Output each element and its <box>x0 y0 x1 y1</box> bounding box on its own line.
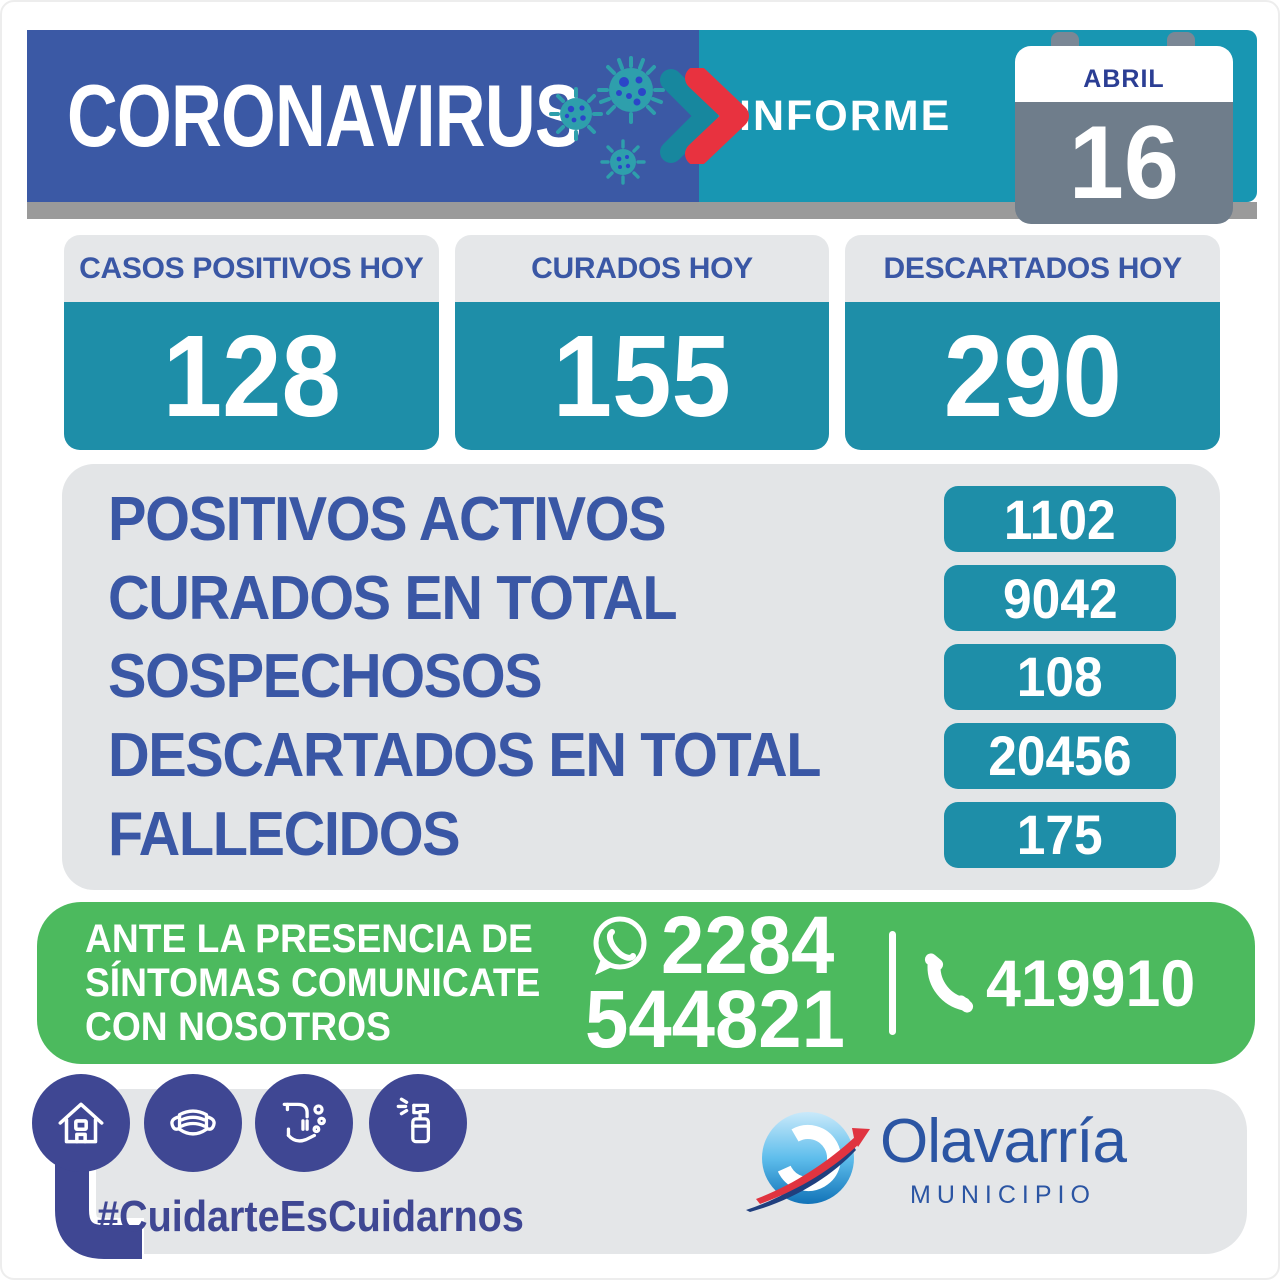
row-value-pill: 9042 <box>944 565 1176 632</box>
stay-home-badge <box>32 1074 130 1172</box>
card-curados-hoy: CURADOS HOY 155 <box>454 235 830 450</box>
phone-contact: 419910 <box>920 945 1206 1021</box>
row-label: CURADOS EN TOTAL <box>108 563 678 633</box>
page-title: CORONAVIRUS <box>67 66 582 165</box>
header-bar: CORONAVIRUS <box>27 30 1257 202</box>
disinfectant-spray-badge <box>369 1074 467 1172</box>
hand-washing-badge <box>255 1074 353 1172</box>
row-label: SOSPECHOSOS <box>108 642 543 712</box>
row-value-pill: 1102 <box>944 486 1176 553</box>
divider-bar <box>27 202 1257 219</box>
face-mask-badge <box>144 1074 242 1172</box>
row-label: POSITIVOS ACTIVOS <box>108 484 667 554</box>
disinfectant-spray-icon <box>396 1097 431 1144</box>
whatsapp-icon <box>593 916 647 976</box>
row-value-pill: 20456 <box>944 722 1176 789</box>
brand-logo: Olavarría MUNICIPIO <box>744 1100 1127 1220</box>
face-mask-icon <box>170 1109 216 1136</box>
today-stats-row: CASOS POSITIVOS HOY 128 CURADOS HOY 155 … <box>64 235 1221 450</box>
phone-number: 419910 <box>985 946 1195 1020</box>
card-label: DESCARTADOS HOY <box>883 251 1183 285</box>
card-value: 128 <box>162 311 341 441</box>
row-value-pill: 175 <box>944 801 1176 868</box>
olavarria-logo-icon <box>746 1112 870 1212</box>
virus-icons <box>549 56 665 185</box>
contact-message: ANTE LA PRESENCIA DE SÍNTOMAS COMUNICATE… <box>85 917 541 1049</box>
hashtag-text: #CuidarteEsCuidarnos <box>97 1192 524 1241</box>
whatsapp-number: 544821 <box>585 974 845 1065</box>
card-value: 290 <box>943 311 1122 441</box>
header-title-section: CORONAVIRUS <box>27 30 699 202</box>
calendar-day-body: 16 <box>1015 102 1233 224</box>
calendar-month: ABRIL <box>1083 65 1165 93</box>
hand-washing-icon <box>282 1102 326 1143</box>
house-icon <box>58 1102 104 1144</box>
row-label: FALLECIDOS <box>108 800 461 870</box>
table-row: FALLECIDOS 175 <box>108 799 1176 870</box>
whatsapp-area-code: 2284 <box>661 900 835 992</box>
table-row: CURADOS EN TOTAL 9042 <box>108 563 1176 634</box>
calendar-icon: ABRIL 16 <box>1015 32 1233 224</box>
card-label: CASOS POSITIVOS HOY <box>79 251 424 285</box>
double-chevron-right-icon <box>660 68 749 164</box>
report-label: INFORME <box>739 91 952 140</box>
row-value-pill: 108 <box>944 643 1176 710</box>
table-row: SOSPECHOSOS 108 <box>108 641 1176 712</box>
table-row: DESCARTADOS EN TOTAL 20456 <box>108 720 1176 791</box>
brand-subtitle: MUNICIPIO <box>910 1180 1096 1209</box>
phone-icon <box>924 953 973 1013</box>
totals-panel: POSITIVOS ACTIVOS 1102 CURADOS EN TOTAL … <box>62 464 1220 890</box>
brand-name: Olavarría <box>880 1106 1127 1176</box>
row-label: DESCARTADOS EN TOTAL <box>108 721 821 791</box>
card-descartados-hoy: DESCARTADOS HOY 290 <box>845 235 1221 450</box>
contact-banner: ANTE LA PRESENCIA DE SÍNTOMAS COMUNICATE… <box>37 902 1255 1064</box>
card-value: 155 <box>552 311 732 441</box>
ribbon-decoration <box>48 1114 144 1264</box>
whatsapp-contact: 2284 544821 <box>585 900 859 1065</box>
card-label: CURADOS HOY <box>531 251 753 285</box>
card-positivos-hoy: CASOS POSITIVOS HOY 128 <box>64 235 439 450</box>
calendar-month-header: ABRIL <box>1015 46 1233 102</box>
calendar-day: 16 <box>1069 104 1179 221</box>
table-row: POSITIVOS ACTIVOS 1102 <box>108 484 1176 555</box>
contact-divider <box>888 931 896 1035</box>
